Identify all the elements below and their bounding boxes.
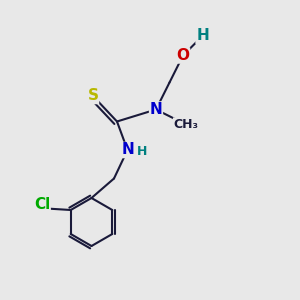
Text: H: H: [196, 28, 209, 44]
Text: H: H: [137, 145, 148, 158]
Text: Cl: Cl: [34, 197, 50, 212]
Text: N: N: [121, 142, 134, 158]
Text: O: O: [176, 48, 190, 63]
Text: CH₃: CH₃: [173, 118, 199, 131]
Text: S: S: [88, 88, 98, 104]
Text: N: N: [150, 102, 162, 117]
